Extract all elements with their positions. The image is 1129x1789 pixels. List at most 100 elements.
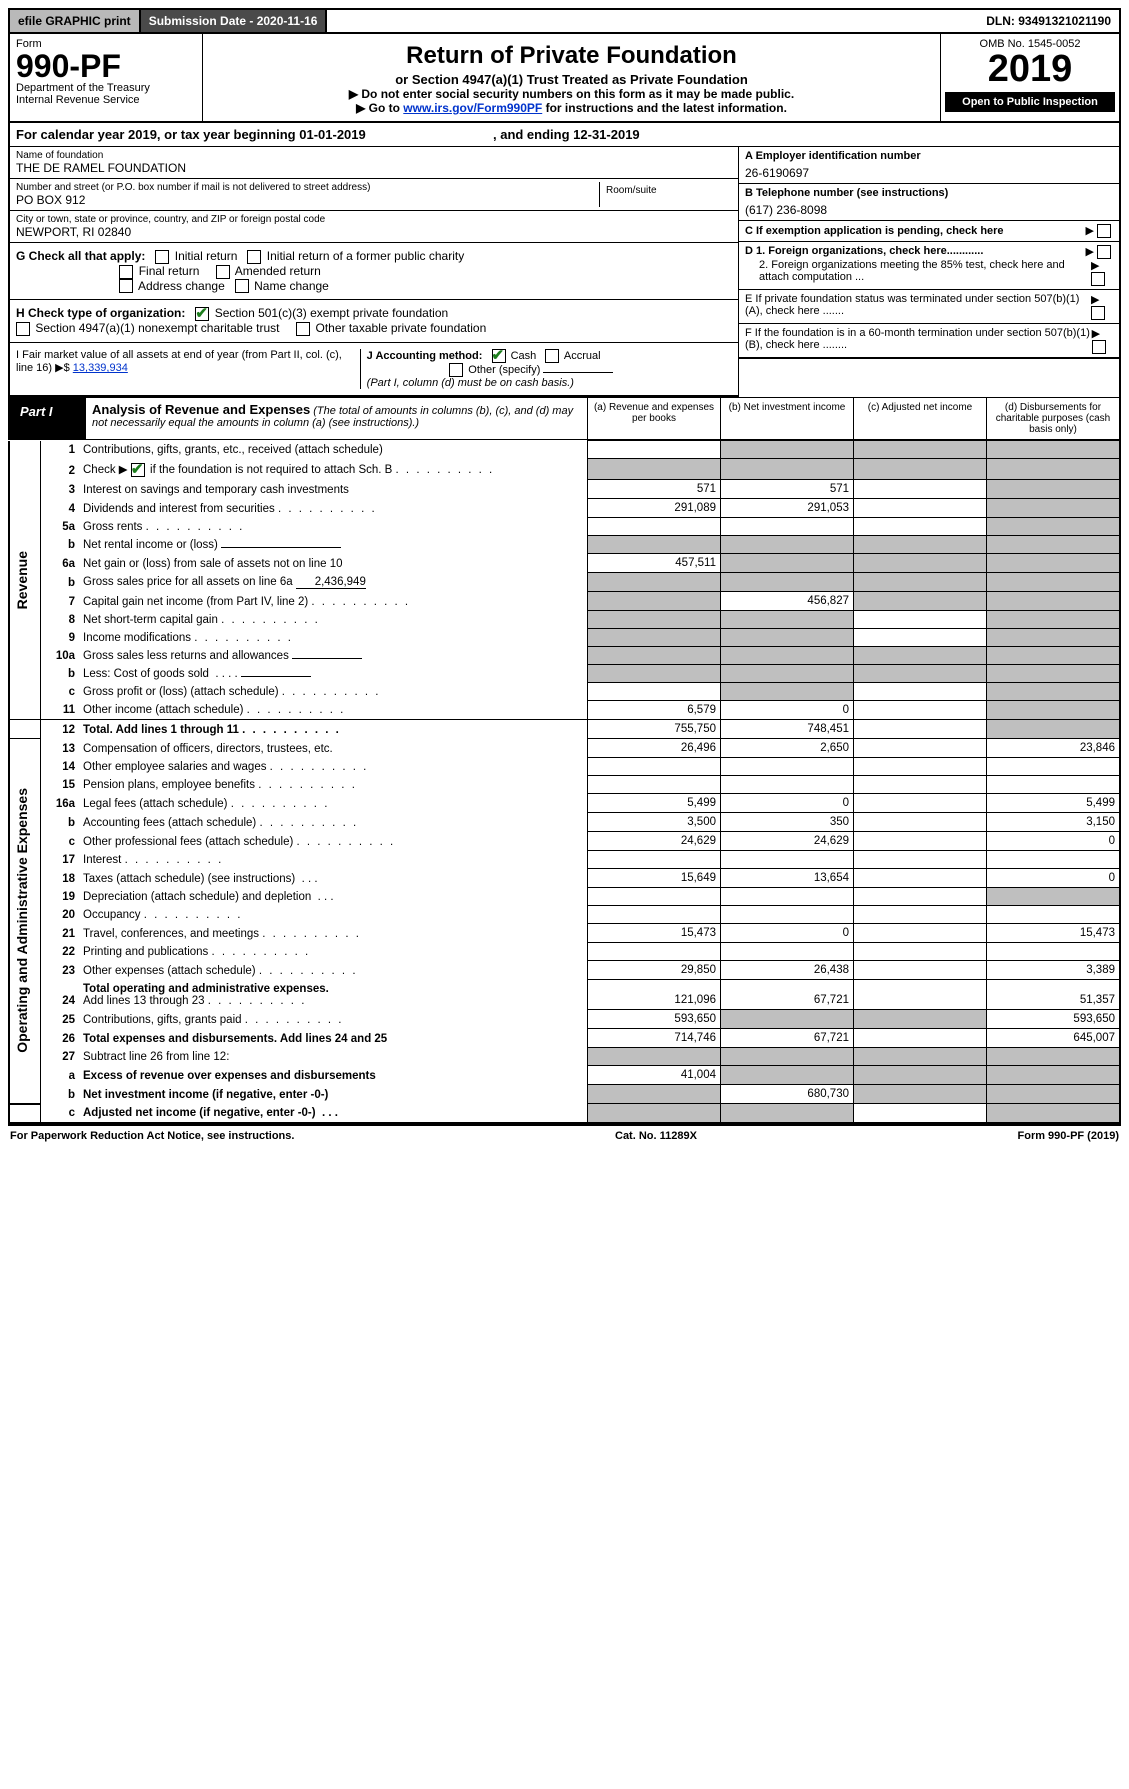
open-public-label: Open to Public Inspection <box>945 92 1115 112</box>
val-24b: 67,721 <box>721 980 854 1010</box>
dln: DLN: 93491321021190 <box>978 10 1119 32</box>
table-row: Operating and Administrative Expenses 13… <box>9 739 1120 758</box>
val-16ab: 0 <box>721 794 854 813</box>
table-row: b Net investment income (if negative, en… <box>9 1085 1120 1104</box>
ln-10a: 10a <box>41 647 80 665</box>
desc-5b: Net rental income or (loss) <box>79 536 588 554</box>
val-18d: 0 <box>987 869 1121 888</box>
val-7b: 456,827 <box>721 592 854 611</box>
table-row: 4 Dividends and interest from securities… <box>9 499 1120 518</box>
chk-final[interactable] <box>119 265 133 279</box>
submission-date: Submission Date - 2020-11-16 <box>141 10 328 32</box>
table-row: 19 Depreciation (attach schedule) and de… <box>9 888 1120 906</box>
desc-8: Net short-term capital gain <box>79 611 588 629</box>
chk-accrual[interactable] <box>545 349 559 363</box>
part1-header: Part I Analysis of Revenue and Expenses … <box>8 397 1121 440</box>
ln-23: 23 <box>41 961 80 980</box>
chk-amended[interactable] <box>216 265 230 279</box>
chk-initial-former[interactable] <box>247 250 261 264</box>
footer-left: For Paperwork Reduction Act Notice, see … <box>10 1130 294 1142</box>
val-13b: 2,650 <box>721 739 854 758</box>
chk-schb[interactable] <box>131 463 145 477</box>
revenue-side-label: Revenue <box>14 551 30 609</box>
g-initial-former: Initial return of a former public charit… <box>267 249 464 263</box>
notice-1: ▶ Do not enter social security numbers o… <box>209 87 934 101</box>
g-label: G Check all that apply: <box>16 249 145 263</box>
chk-name[interactable] <box>235 279 249 293</box>
chk-c[interactable] <box>1097 224 1111 238</box>
val-12b: 748,451 <box>721 720 854 739</box>
j-note: (Part I, column (d) must be on cash basi… <box>367 377 574 389</box>
ln-5a: 5a <box>41 518 80 536</box>
ln-4: 4 <box>41 499 80 518</box>
table-row: 14 Other employee salaries and wages <box>9 758 1120 776</box>
header-right: OMB No. 1545-0052 2019 Open to Public In… <box>940 34 1119 121</box>
calyear-mid: , and ending <box>493 127 573 142</box>
desc-1: Contributions, gifts, grants, etc., rece… <box>79 441 588 459</box>
footer-mid: Cat. No. 11289X <box>615 1130 697 1142</box>
val-18a: 15,649 <box>588 869 721 888</box>
chk-e[interactable] <box>1091 306 1105 320</box>
ln-27b: b <box>41 1085 80 1104</box>
efile-label: efile GRAPHIC print <box>10 10 141 32</box>
ln-24: 24 <box>41 980 80 1010</box>
j-other: Other (specify) <box>468 364 540 376</box>
irs-link[interactable]: www.irs.gov/Form990PF <box>403 101 542 115</box>
desc-24: Total operating and administrative expen… <box>79 980 588 1010</box>
val-3b: 571 <box>721 480 854 499</box>
table-row: 2 Check ▶ if the foundation is not requi… <box>9 459 1120 480</box>
i-value[interactable]: 13,339,934 <box>73 362 128 374</box>
chk-other-tax[interactable] <box>296 322 310 336</box>
foundation-name: THE DE RAMEL FOUNDATION <box>16 161 732 175</box>
calyear-begin: 01-01-2019 <box>299 127 366 142</box>
ln-16c: c <box>41 832 80 851</box>
chk-4947[interactable] <box>16 322 30 336</box>
ln-6b: b <box>41 573 80 592</box>
ln-12: 12 <box>41 720 80 739</box>
j-cash: Cash <box>511 350 537 362</box>
table-row: 6a Net gain or (loss) from sale of asset… <box>9 554 1120 573</box>
info-right: A Employer identification number 26-6190… <box>739 147 1119 397</box>
ln-18: 18 <box>41 869 80 888</box>
table-row: 7 Capital gain net income (from Part IV,… <box>9 592 1120 611</box>
desc-13: Compensation of officers, directors, tru… <box>79 739 588 758</box>
table-row: c Other professional fees (attach schedu… <box>9 832 1120 851</box>
header-left: Form 990-PF Department of the Treasury I… <box>10 34 203 121</box>
chk-other[interactable] <box>449 363 463 377</box>
val-25a: 593,650 <box>588 1010 721 1029</box>
g-checks: G Check all that apply: Initial return I… <box>10 243 738 300</box>
g-amended: Amended return <box>235 264 321 278</box>
table-row: 5a Gross rents <box>9 518 1120 536</box>
chk-d1[interactable] <box>1097 245 1111 259</box>
ln-6a: 6a <box>41 554 80 573</box>
d2-label: 2. Foreign organizations meeting the 85%… <box>759 259 1091 286</box>
table-row: 3 Interest on savings and temporary cash… <box>9 480 1120 499</box>
f-cell: F If the foundation is in a 60-month ter… <box>739 324 1119 359</box>
chk-d2[interactable] <box>1091 272 1105 286</box>
chk-f[interactable] <box>1092 340 1106 354</box>
table-row: 15 Pension plans, employee benefits <box>9 776 1120 794</box>
city: NEWPORT, RI 02840 <box>16 225 732 239</box>
ij-row: I Fair market value of all assets at end… <box>10 343 738 397</box>
e-cell: E If private foundation status was termi… <box>739 290 1119 324</box>
val-13a: 26,496 <box>588 739 721 758</box>
ln-8: 8 <box>41 611 80 629</box>
desc-10c: Gross profit or (loss) (attach schedule) <box>79 683 588 701</box>
chk-501c3[interactable] <box>195 307 209 321</box>
table-row: 18 Taxes (attach schedule) (see instruct… <box>9 869 1120 888</box>
val-16ad: 5,499 <box>987 794 1121 813</box>
part1-desc: Analysis of Revenue and Expenses (The to… <box>86 398 588 439</box>
desc-27b: Net investment income (if negative, ente… <box>79 1085 588 1104</box>
name-label: Name of foundation <box>16 150 732 161</box>
table-row: 12 Total. Add lines 1 through 11 755,750… <box>9 720 1120 739</box>
chk-cash[interactable] <box>492 349 506 363</box>
expenses-side-label: Operating and Administrative Expenses <box>14 788 30 1053</box>
desc-14: Other employee salaries and wages <box>79 758 588 776</box>
chk-address[interactable] <box>119 279 133 293</box>
desc-22: Printing and publications <box>79 943 588 961</box>
chk-initial[interactable] <box>155 250 169 264</box>
val-12a: 755,750 <box>588 720 721 739</box>
ln-10c: c <box>41 683 80 701</box>
spacer <box>327 10 978 32</box>
form-title: Return of Private Foundation <box>209 42 934 70</box>
